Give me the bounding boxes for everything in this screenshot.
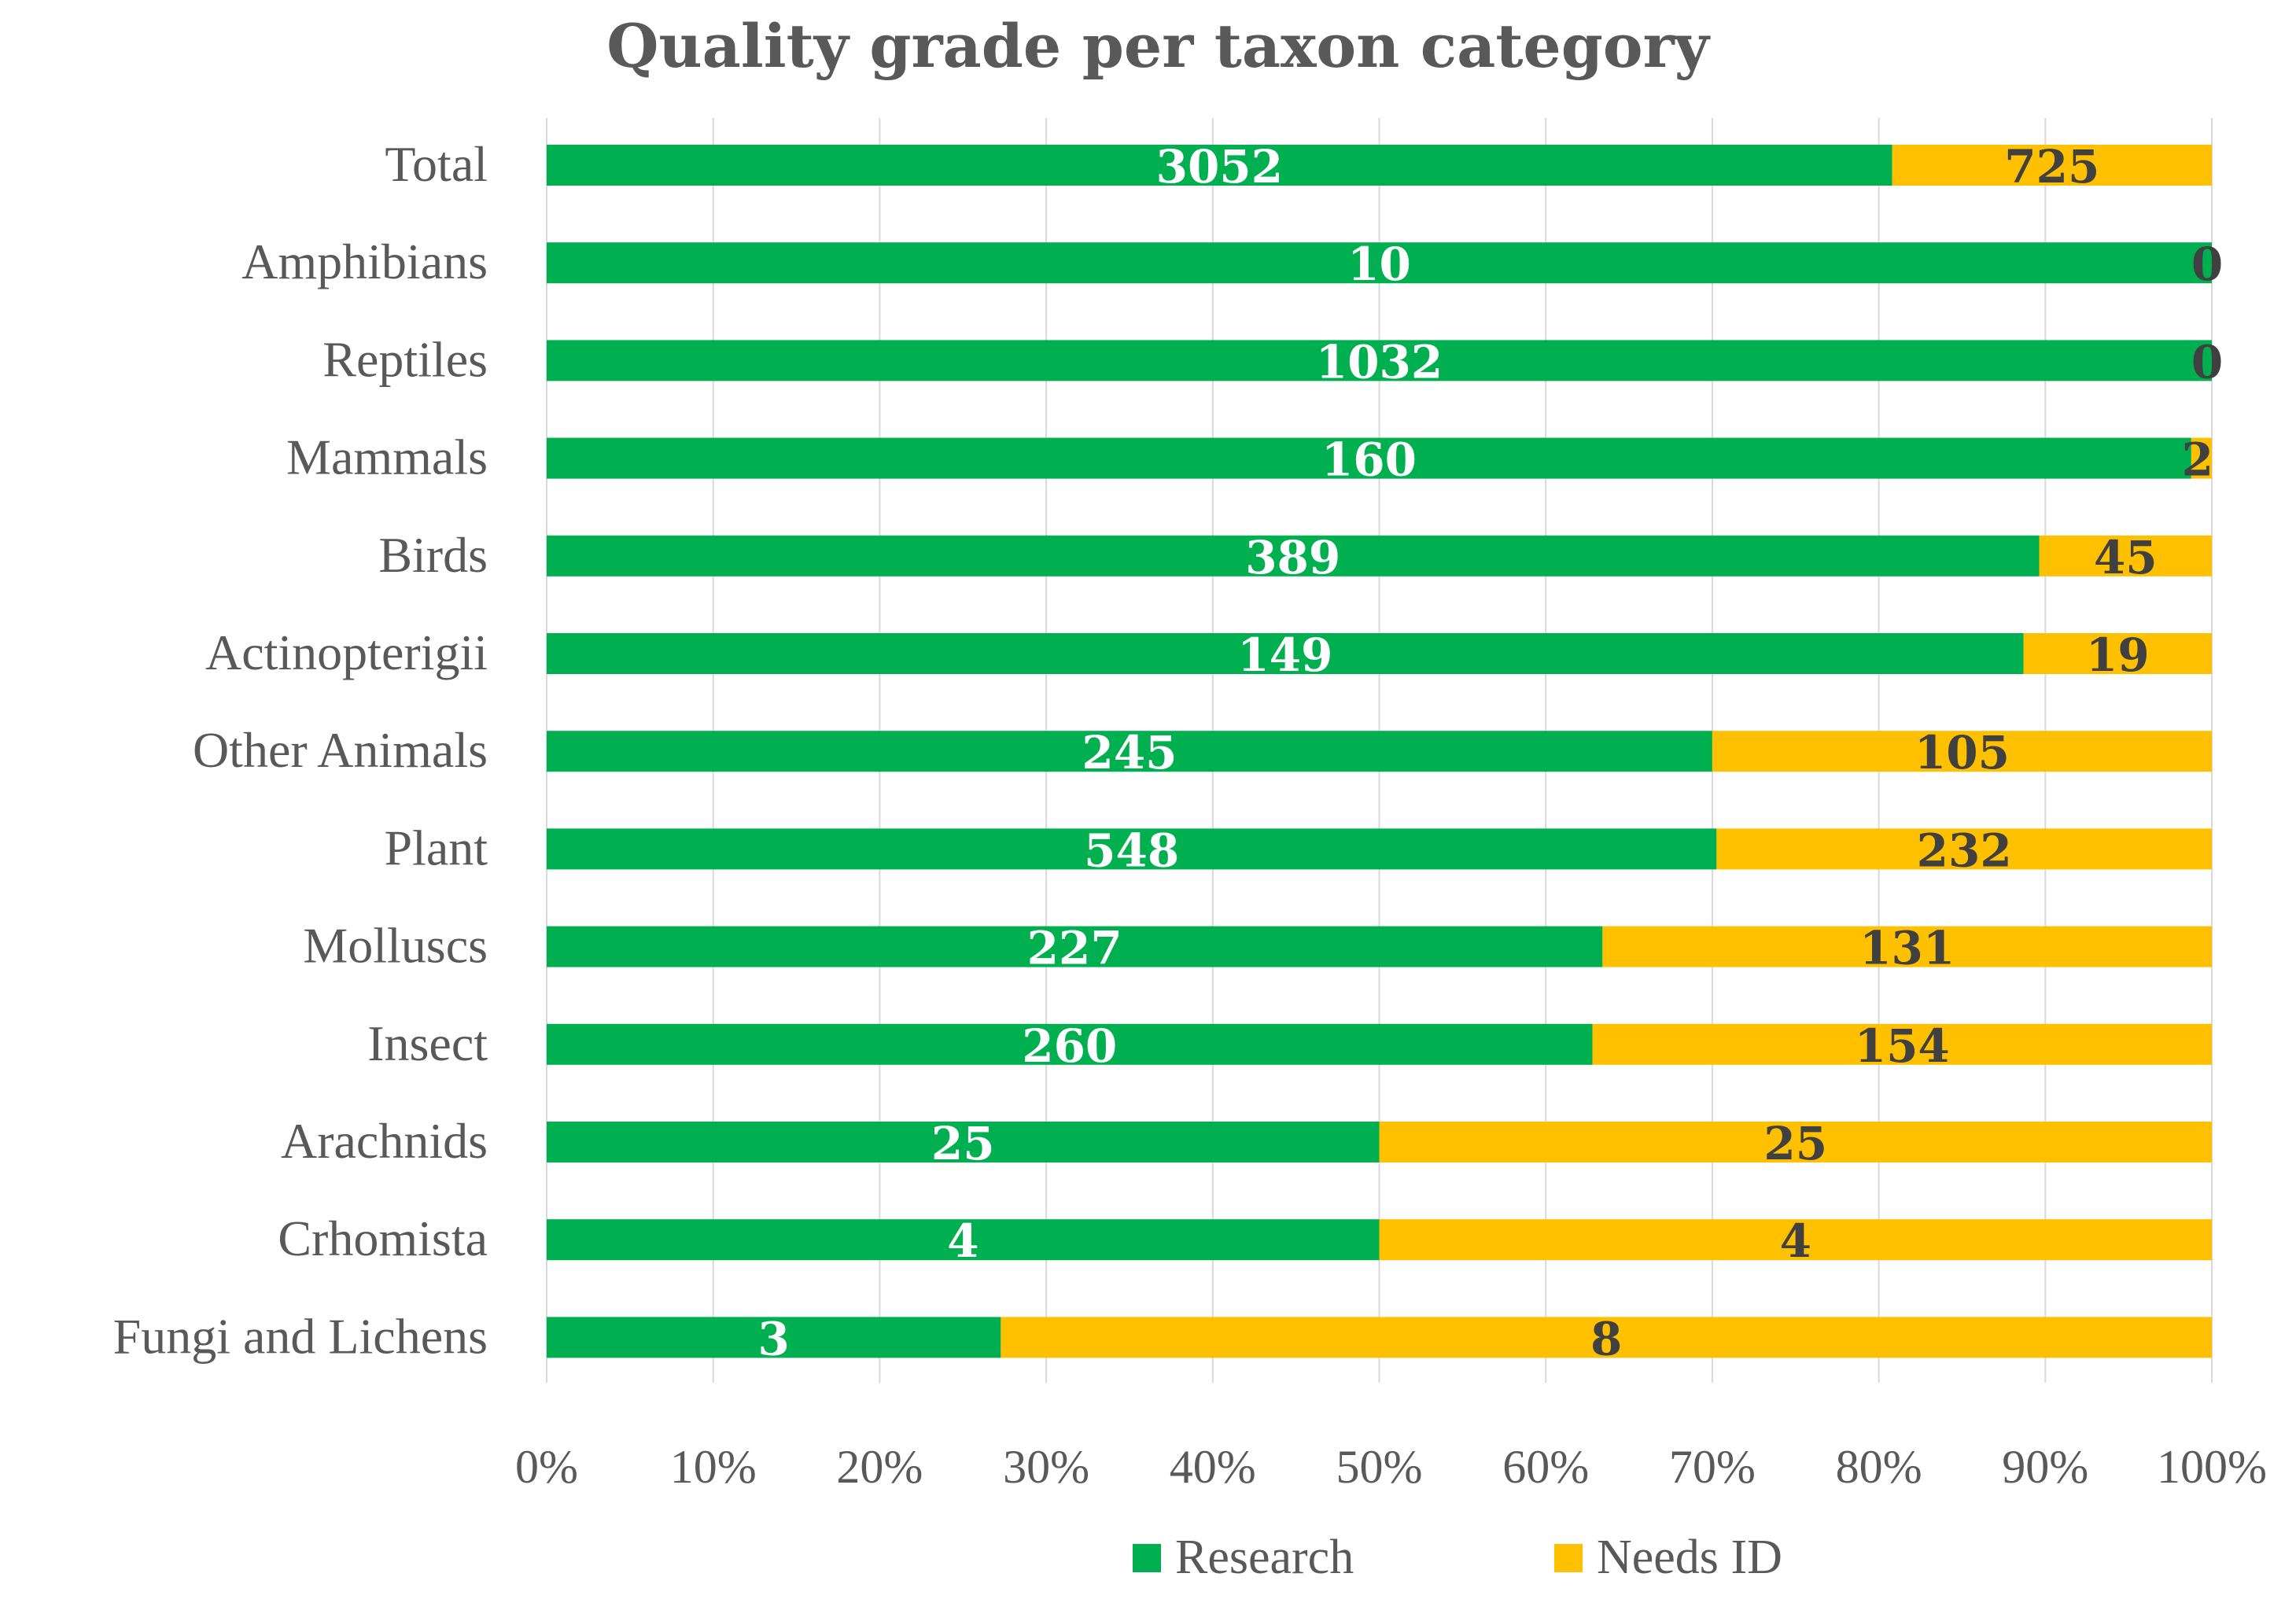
bar-research-plant bbox=[547, 828, 1717, 870]
bar-research-other-animals bbox=[547, 731, 1712, 772]
value-label-needs-id-arachnids: 25 bbox=[1763, 1117, 1827, 1170]
value-label-research-amphibians: 10 bbox=[1347, 238, 1411, 291]
legend-swatch-needs-id bbox=[1554, 1544, 1583, 1572]
bar-needs-id-molluscs bbox=[1602, 926, 2212, 967]
category-label-crhomista: Crhomista bbox=[278, 1210, 488, 1266]
value-label-needs-id-plant: 232 bbox=[1917, 823, 2012, 877]
value-label-research-fungi-and-lichens: 3 bbox=[758, 1312, 790, 1365]
value-label-needs-id-other-animals: 105 bbox=[1915, 726, 2010, 779]
category-label-other-animals: Other Animals bbox=[193, 722, 488, 778]
x-tick-label: 60% bbox=[1502, 1441, 1589, 1493]
value-label-needs-id-fungi-and-lichens: 8 bbox=[1590, 1312, 1622, 1365]
bar-research-fungi-and-lichens bbox=[547, 1317, 1001, 1358]
legend-label-research: Research bbox=[1175, 1531, 1354, 1584]
value-label-needs-id-actinopterigii: 19 bbox=[2086, 628, 2150, 682]
x-tick-label: 70% bbox=[1669, 1441, 1756, 1493]
value-labels: 3052 725 10 0 1032 0 160 2 389 45 149 19 245 105 548 23… bbox=[758, 140, 2224, 1365]
value-label-needs-id-insect: 154 bbox=[1855, 1019, 1950, 1073]
category-label-arachnids: Arachnids bbox=[281, 1113, 488, 1169]
value-label-research-mammals: 160 bbox=[1321, 433, 1417, 487]
bar-needs-id-mammals bbox=[2191, 437, 2212, 479]
value-label-research-arachnids: 25 bbox=[931, 1117, 995, 1170]
category-label-actinopterigii: Actinopterigii bbox=[205, 624, 488, 680]
bar-research-molluscs bbox=[547, 926, 1603, 967]
legend: Research Needs ID bbox=[1133, 1531, 1782, 1584]
value-label-research-actinopterigii: 149 bbox=[1237, 628, 1332, 682]
value-label-research-insect: 260 bbox=[1022, 1019, 1117, 1073]
bars bbox=[547, 145, 2212, 1358]
category-label-birds: Birds bbox=[378, 527, 488, 583]
x-tick-label: 20% bbox=[836, 1441, 923, 1493]
x-tick-label: 0% bbox=[515, 1441, 578, 1493]
bar-needs-id-birds bbox=[2039, 535, 2212, 577]
value-label-needs-id-amphibians: 0 bbox=[2191, 238, 2223, 291]
chart-title: Quality grade per taxon category bbox=[606, 11, 1710, 81]
bar-research-amphibians bbox=[547, 242, 2212, 284]
x-tick-label: 90% bbox=[2002, 1441, 2088, 1493]
bar-needs-id-crhomista bbox=[1379, 1219, 2212, 1261]
x-tick-label: 100% bbox=[2157, 1441, 2267, 1493]
value-label-research-molluscs: 227 bbox=[1027, 922, 1122, 975]
x-tick-label: 80% bbox=[1836, 1441, 1922, 1493]
category-label-reptiles: Reptiles bbox=[322, 331, 488, 387]
value-label-research-birds: 389 bbox=[1245, 531, 1340, 584]
bar-research-total bbox=[547, 145, 1892, 186]
bar-research-crhomista bbox=[547, 1219, 1380, 1261]
value-label-needs-id-reptiles: 0 bbox=[2191, 335, 2223, 389]
legend-swatch-research bbox=[1133, 1544, 1161, 1572]
value-label-research-reptiles: 1032 bbox=[1316, 335, 1443, 389]
value-label-research-crhomista: 4 bbox=[947, 1214, 978, 1268]
category-label-total: Total bbox=[385, 136, 488, 192]
value-label-needs-id-molluscs: 131 bbox=[1859, 922, 1955, 975]
bar-needs-id-fungi-and-lichens bbox=[1001, 1317, 2212, 1358]
bar-needs-id-other-animals bbox=[1712, 731, 2212, 772]
category-label-insect: Insect bbox=[367, 1015, 488, 1071]
x-tick-label: 10% bbox=[670, 1441, 757, 1493]
bar-research-birds bbox=[547, 535, 2040, 577]
bar-research-arachnids bbox=[547, 1122, 1380, 1162]
x-tick-label: 30% bbox=[1003, 1441, 1089, 1493]
legend-label-needs-id: Needs ID bbox=[1597, 1531, 1782, 1584]
value-label-needs-id-birds: 45 bbox=[2094, 531, 2158, 584]
value-label-needs-id-total: 725 bbox=[2004, 140, 2099, 193]
value-label-research-total: 3052 bbox=[1156, 140, 1283, 193]
bar-needs-id-insect bbox=[1592, 1023, 2212, 1065]
category-label-molluscs: Molluscs bbox=[303, 918, 488, 974]
bar-needs-id-total bbox=[1892, 145, 2212, 186]
x-tick-label: 50% bbox=[1336, 1441, 1423, 1493]
bar-needs-id-arachnids bbox=[1379, 1122, 2212, 1162]
x-tick-label: 40% bbox=[1170, 1441, 1256, 1493]
value-label-research-other-animals: 245 bbox=[1082, 726, 1177, 779]
value-label-needs-id-mammals: 2 bbox=[2182, 433, 2213, 487]
value-label-needs-id-crhomista: 4 bbox=[1780, 1214, 1811, 1268]
x-axis-tick-labels: 0% 10% 20% 30% 40% 50% 60% 70% 80% 90% 100% bbox=[515, 1441, 2267, 1493]
category-label-amphibians: Amphibians bbox=[241, 234, 488, 289]
value-label-research-plant: 548 bbox=[1084, 823, 1179, 877]
bar-needs-id-plant bbox=[1716, 828, 2212, 870]
category-labels: Total Amphibians Reptiles Mammals Birds Actin… bbox=[113, 136, 488, 1364]
category-label-fungi-and-lichens: Fungi and Lichens bbox=[113, 1308, 488, 1364]
bar-research-mammals bbox=[547, 437, 2191, 479]
bar-research-reptiles bbox=[547, 340, 2212, 381]
category-label-mammals: Mammals bbox=[286, 429, 488, 485]
bar-research-insect bbox=[547, 1023, 1593, 1065]
bar-needs-id-actinopterigii bbox=[2023, 633, 2212, 674]
category-label-plant: Plant bbox=[384, 820, 488, 875]
bar-research-actinopterigii bbox=[547, 633, 2024, 674]
